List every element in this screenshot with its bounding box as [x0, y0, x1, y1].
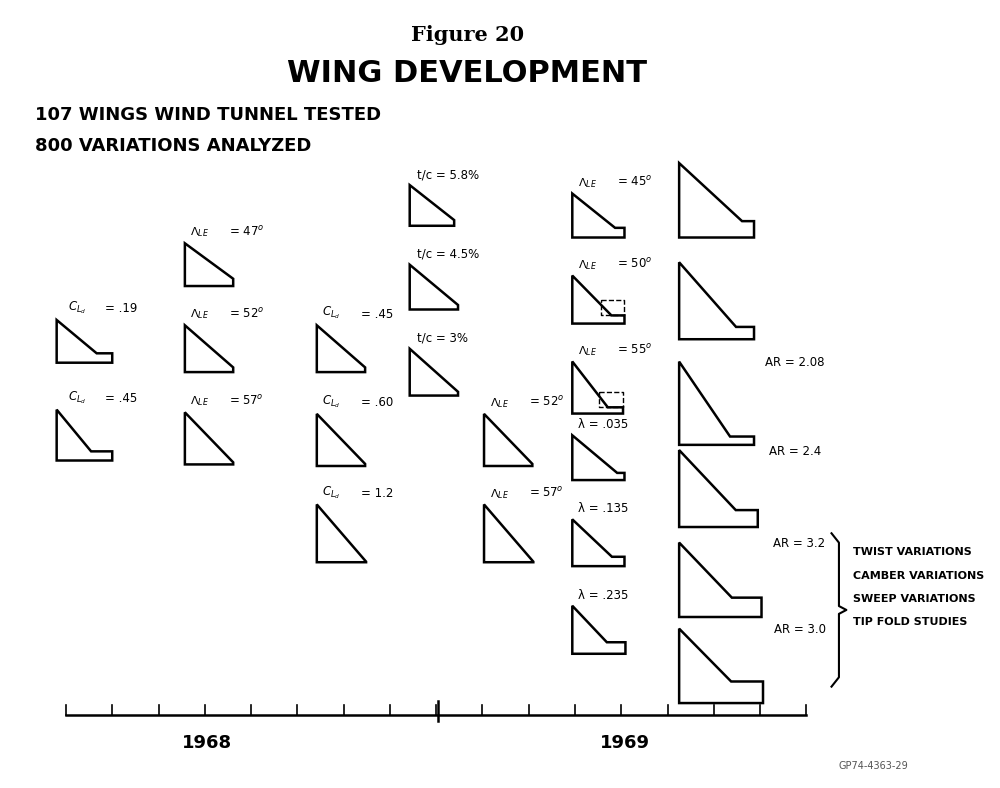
Polygon shape [317, 414, 365, 466]
Polygon shape [317, 504, 366, 562]
Text: AR = 3.2: AR = 3.2 [773, 537, 825, 550]
Text: $\Lambda_{LE}$: $\Lambda_{LE}$ [190, 395, 209, 408]
Text: $\Lambda_{LE}$: $\Lambda_{LE}$ [190, 307, 209, 322]
Text: AR = 3.0: AR = 3.0 [774, 623, 826, 637]
Text: TWIST VARIATIONS: TWIST VARIATIONS [853, 547, 972, 557]
Polygon shape [679, 543, 762, 617]
Polygon shape [410, 349, 458, 396]
Polygon shape [410, 185, 454, 226]
Text: WING DEVELOPMENT: WING DEVELOPMENT [287, 59, 647, 88]
Polygon shape [679, 262, 754, 339]
Text: $C_{L_d}$: $C_{L_d}$ [322, 484, 341, 500]
Text: GP74-4363-29: GP74-4363-29 [839, 761, 909, 771]
Polygon shape [57, 410, 112, 460]
Text: = 1.2: = 1.2 [361, 487, 394, 500]
Text: Figure 20: Figure 20 [411, 24, 524, 45]
Text: $\Lambda_{LE}$: $\Lambda_{LE}$ [490, 396, 509, 410]
Text: $C_{L_d}$: $C_{L_d}$ [68, 299, 86, 316]
Text: $C_{L_d}$: $C_{L_d}$ [68, 389, 86, 406]
Text: TIP FOLD STUDIES: TIP FOLD STUDIES [853, 618, 967, 627]
Text: 1968: 1968 [182, 734, 232, 753]
Text: = 57$^o$: = 57$^o$ [529, 485, 563, 500]
Polygon shape [679, 163, 754, 237]
Text: $\Lambda_{LE}$: $\Lambda_{LE}$ [490, 487, 509, 500]
Polygon shape [572, 519, 624, 566]
Text: t/c = 4.5%: t/c = 4.5% [417, 248, 479, 261]
Text: AR = 2.4: AR = 2.4 [769, 445, 821, 458]
Text: = 55$^o$: = 55$^o$ [617, 343, 652, 357]
Text: $C_{L_d}$: $C_{L_d}$ [322, 393, 341, 410]
Text: $C_{L_d}$: $C_{L_d}$ [322, 305, 341, 322]
Polygon shape [317, 325, 365, 372]
Polygon shape [484, 504, 533, 562]
Polygon shape [185, 243, 233, 286]
Polygon shape [679, 450, 758, 527]
Text: 800 VARIATIONS ANALYZED: 800 VARIATIONS ANALYZED [35, 137, 312, 155]
Polygon shape [484, 414, 532, 466]
Polygon shape [572, 362, 623, 414]
Text: = .45: = .45 [361, 307, 394, 321]
Text: 107 WINGS WIND TUNNEL TESTED: 107 WINGS WIND TUNNEL TESTED [35, 106, 381, 124]
Text: CAMBER VARIATIONS: CAMBER VARIATIONS [853, 571, 984, 581]
Text: 1969: 1969 [600, 734, 650, 753]
Text: = .45: = .45 [105, 392, 137, 405]
Text: SWEEP VARIATIONS: SWEEP VARIATIONS [853, 594, 976, 604]
Text: = .19: = .19 [105, 303, 137, 315]
Text: $\Lambda_{LE}$: $\Lambda_{LE}$ [578, 176, 597, 190]
Text: = .60: = .60 [361, 396, 394, 409]
Polygon shape [410, 265, 458, 310]
Text: = 47$^o$: = 47$^o$ [229, 225, 265, 239]
Polygon shape [185, 412, 233, 464]
Polygon shape [185, 325, 233, 372]
Text: = 57$^o$: = 57$^o$ [229, 394, 264, 407]
Text: = 52$^o$: = 52$^o$ [229, 307, 265, 321]
Text: AR = 2.08: AR = 2.08 [765, 356, 825, 370]
Polygon shape [679, 629, 763, 703]
Text: $\Lambda_{LE}$: $\Lambda_{LE}$ [578, 344, 597, 358]
Polygon shape [572, 276, 624, 324]
Polygon shape [572, 194, 624, 237]
Text: $\Lambda_{LE}$: $\Lambda_{LE}$ [578, 258, 597, 272]
Text: = 52$^o$: = 52$^o$ [529, 396, 564, 409]
Text: = 50$^o$: = 50$^o$ [617, 257, 652, 271]
Text: t/c = 5.8%: t/c = 5.8% [417, 168, 479, 181]
Text: λ = .035: λ = .035 [578, 418, 628, 431]
Text: = 45$^o$: = 45$^o$ [617, 175, 652, 189]
Text: $\Lambda_{LE}$: $\Lambda_{LE}$ [190, 225, 209, 240]
Text: λ = .235: λ = .235 [578, 589, 628, 602]
Polygon shape [679, 362, 754, 445]
Text: λ = .135: λ = .135 [578, 503, 628, 515]
Polygon shape [572, 435, 624, 480]
Polygon shape [572, 606, 625, 654]
Polygon shape [57, 320, 112, 362]
Text: t/c = 3%: t/c = 3% [417, 332, 468, 345]
